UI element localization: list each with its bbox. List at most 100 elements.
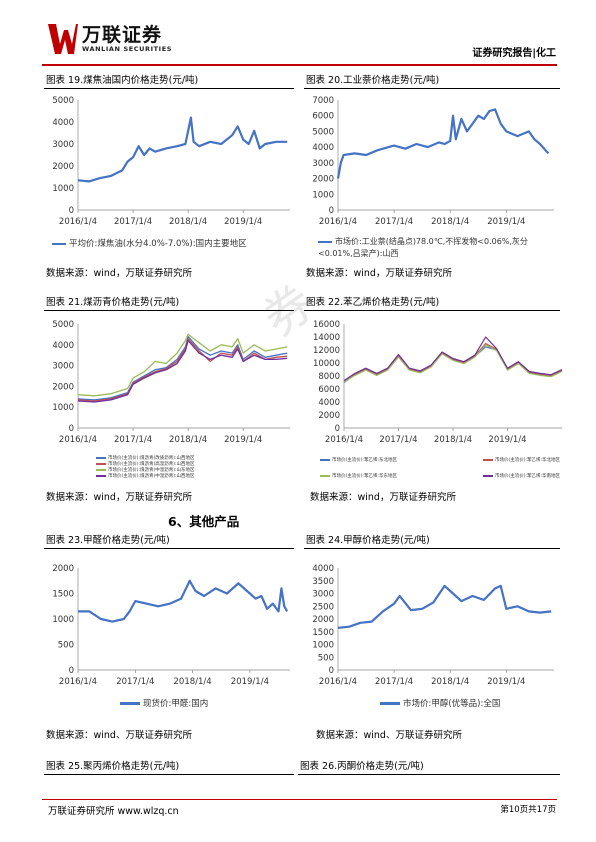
wanlian-logo-mark — [48, 24, 78, 54]
chart-naphthalene: 0 1000 2000 3000 4000 5000 6000 7000 2016/1/4 201… — [312, 96, 554, 227]
caption-22: 图表 22.苯乙烯价格走势(元/吨) — [306, 297, 440, 308]
legend-label: 市场价(主流价):苯乙烯:华东地区 — [332, 474, 398, 479]
legend-swatch — [482, 458, 493, 461]
legend-item: 市场价(主流价):苯乙烯:东北地区 — [320, 458, 397, 464]
y-tick-label: 1500 — [52, 590, 74, 600]
x-tick-label: 2019/1/4 — [487, 217, 525, 227]
legend-item: 市场价(主流价):煤沥青(改质沥青):山西地区 — [96, 456, 195, 462]
y-tick-label: 2500 — [312, 602, 334, 612]
legend-19: 平均价:煤焦油(水分4.0%-7.0%):国内主要地区 — [52, 238, 247, 250]
legend-24: 市场价:甲醇(优等品):全国 — [380, 698, 500, 710]
legend-item: 市场价(主流价):煤沥青(高温沥青):山西地区 — [96, 462, 195, 468]
legend-row: 市场价(主流价):苯乙烯:华东地区 市场价(主流价):苯乙烯:华南地区 — [320, 474, 560, 480]
y-tick-label: 0 — [69, 666, 74, 676]
chart-methanol: 0 500 1000 1500 2000 2500 3000 3500 4000 2016/1/4… — [312, 564, 554, 687]
legend-item: 市场价(主流价):苯乙烯:华北地区 — [482, 458, 560, 464]
legend-swatch — [96, 456, 106, 459]
legend-swatch — [320, 458, 330, 461]
series-line-0 — [77, 116, 288, 183]
section-title: 6、其他产品 — [168, 514, 240, 529]
x-tick-label: 2018/1/4 — [434, 435, 472, 445]
source-23: 数据来源：wind、万联证券研究所 — [46, 730, 192, 741]
source-19: 数据来源：wind，万联证券研究所 — [46, 268, 192, 279]
caption-19: 图表 19.煤焦油国内价格走势(元/吨) — [46, 75, 199, 86]
footer-page-number: 第10页共17页 — [500, 805, 556, 815]
y-tick-label: 3000 — [312, 590, 334, 600]
series-line-3 — [77, 339, 288, 403]
header-divider — [42, 64, 557, 66]
legend-swatch — [380, 702, 400, 705]
x-tick-label: 2019/1/4 — [488, 435, 526, 445]
chart-coal-tar: 0 1000 2000 3000 4000 5000 2016/1/4 2017/1/4 201… — [52, 96, 290, 227]
series-line-0 — [78, 579, 289, 623]
y-tick-label: 6000 — [312, 112, 334, 122]
y-tick-label: 8000 — [318, 372, 340, 382]
y-tick-label: 5000 — [52, 96, 74, 106]
source-20: 数据来源：wind，万联证券研究所 — [306, 268, 452, 279]
caption-24: 图表 24.甲醇价格走势(元/吨) — [306, 535, 430, 546]
y-tick-label: 1000 — [52, 615, 74, 625]
series-line-0 — [337, 584, 552, 629]
y-tick-label: 4000 — [52, 341, 74, 351]
x-tick-label: 2019/1/4 — [224, 217, 262, 227]
y-tick-label: 1500 — [312, 628, 334, 638]
legend-item: 市场价(主流价):煤沥青(中温沥青):山西地区 — [96, 474, 195, 480]
legend-label: 平均价:煤焦油(水分4.0%-7.0%):国内主要地区 — [69, 239, 247, 249]
legend-swatch — [318, 240, 332, 243]
legend-label: 市场价(主流价):苯乙烯:华北地区 — [494, 458, 560, 463]
footer-website: 万联证券研究所 www.wlzq.cn — [48, 806, 179, 817]
y-tick-label: 3000 — [52, 362, 74, 372]
x-tick-label: 2016/1/4 — [59, 677, 97, 687]
legend-label: 市场价(主流价):煤沥青(中温沥青):山东地区 — [108, 468, 195, 473]
caption-23: 图表 23.甲醛价格走势(元/吨) — [46, 535, 170, 546]
legend-item: 市场价(主流价):苯乙烯:华南地区 — [482, 474, 560, 480]
x-tick-label: 2017/1/4 — [114, 435, 152, 445]
legend-swatch — [52, 242, 66, 245]
y-tick-label: 2000 — [52, 382, 74, 392]
source-21: 数据来源：wind，万联证券研究所 — [46, 492, 192, 503]
x-tick-label: 2017/1/4 — [114, 217, 152, 227]
x-tick-label: 2017/1/4 — [116, 677, 154, 687]
y-tick-label: 10000 — [313, 359, 340, 369]
y-tick-label: 3500 — [312, 577, 334, 587]
chart-formaldehyde: 0 500 1000 1500 2000 2016/1/4 2017/1/4 2018/1/4… — [52, 564, 290, 687]
legend-label: 市场价(主流价):苯乙烯:东北地区 — [332, 458, 398, 463]
x-tick-label: 2018/1/4 — [431, 677, 469, 687]
chart-styrene: 0 2000 4000 6000 8000 10000 12000 14000 16000 201… — [313, 320, 563, 445]
x-tick-label: 2019/1/4 — [231, 677, 269, 687]
y-tick-label: 16000 — [313, 320, 340, 330]
y-tick-label: 6000 — [318, 385, 340, 395]
caption-underline — [304, 88, 560, 89]
x-tick-label: 2017/1/4 — [375, 217, 413, 227]
y-tick-label: 0 — [69, 206, 74, 216]
x-tick-label: 2016/1/4 — [59, 217, 97, 227]
legend-23: 现货价:甲醛:国内 — [120, 698, 208, 710]
caption-20: 图表 20.工业萘价格走势(元/吨) — [306, 75, 440, 86]
legend-item: 市场价(主流价):煤沥青(中温沥青):山东地区 — [96, 468, 195, 474]
y-tick-label: 1000 — [52, 184, 74, 194]
x-tick-label: 2019/1/4 — [224, 435, 262, 445]
legend-swatch — [96, 474, 106, 477]
y-tick-label: 0 — [329, 666, 334, 676]
y-tick-label: 2000 — [312, 615, 334, 625]
x-tick-label: 2018/1/4 — [169, 435, 207, 445]
legend-swatch — [482, 474, 493, 477]
y-tick-label: 4000 — [318, 398, 340, 408]
legend-row: 市场价(主流价):苯乙烯:东北地区 市场价(主流价):苯乙烯:华北地区 — [320, 458, 560, 464]
y-tick-label: 2000 — [318, 411, 340, 421]
series-line-2 — [343, 344, 563, 383]
logo-english: WANLIAN SECURITIES — [82, 45, 173, 53]
chart-coal-pitch: 0 1000 2000 3000 4000 5000 2016/1/4 2017/1/4 201… — [52, 320, 290, 445]
caption-26: 图表 26.丙酮价格走势(元/吨) — [300, 761, 424, 772]
y-tick-label: 1000 — [312, 190, 334, 200]
y-tick-label: 2000 — [312, 175, 334, 185]
legend-label: 市场价(主流价):苯乙烯:华南地区 — [494, 474, 560, 479]
legend-label: 现货价:甲醛:国内 — [143, 699, 209, 709]
y-tick-label: 5000 — [312, 127, 334, 137]
caption-underline — [44, 88, 294, 89]
legend-22: 市场价(主流价):苯乙烯:东北地区 市场价(主流价):苯乙烯:华北地区 市场价(… — [320, 458, 560, 480]
y-tick-label: 12000 — [313, 346, 340, 356]
caption-underline — [44, 310, 294, 311]
legend-20: 市场价:工业萘(结晶点)78.0℃,不挥发物<0.06%,灰分<0.01%,吕梁… — [318, 236, 554, 260]
x-tick-label: 2017/1/4 — [375, 677, 413, 687]
